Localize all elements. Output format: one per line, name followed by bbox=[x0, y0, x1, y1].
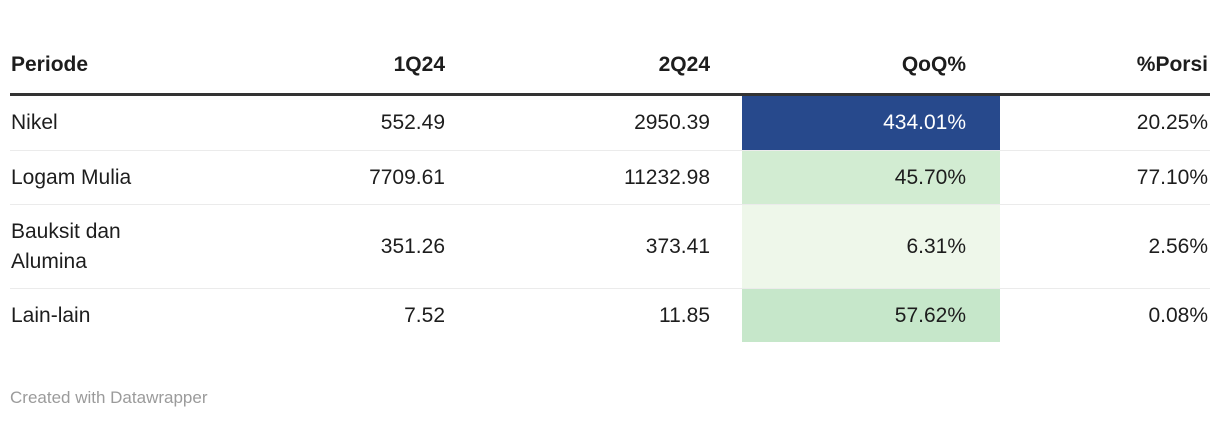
cell-qoq-heatmap: 57.62% bbox=[742, 287, 1000, 343]
cell-periode: Lain-lain bbox=[10, 287, 242, 343]
cell-porsi: 77.10% bbox=[1000, 149, 1210, 205]
datawrapper-table-widget: Periode 1Q24 2Q24 QoQ% %Porsi Nikel 552.… bbox=[0, 36, 1220, 424]
cell-periode: Nikel bbox=[11, 111, 58, 135]
cell-1q24: 7.52 bbox=[242, 287, 445, 343]
table-row-nikel: Nikel 552.49 2950.39 434.01% 20.25% bbox=[10, 94, 1210, 151]
cell-porsi: 2.56% bbox=[1000, 204, 1210, 289]
header-row: Periode 1Q24 2Q24 QoQ% %Porsi bbox=[10, 36, 1210, 97]
col-header-1q24: 1Q24 bbox=[242, 36, 445, 97]
cell-2q24: 11.85 bbox=[445, 287, 742, 343]
cell-qoq-heatmap: 45.70% bbox=[742, 149, 1000, 205]
attribution: Created with Datawrapper bbox=[10, 388, 1210, 408]
cell-qoq-heatmap: 6.31% bbox=[742, 204, 1000, 289]
table-body: Nikel 552.49 2950.39 434.01% 20.25% Loga… bbox=[10, 94, 1210, 343]
cell-porsi: 0.08% bbox=[1000, 287, 1210, 343]
col-header-qoq: QoQ% bbox=[742, 36, 1000, 97]
col-header-periode: Periode bbox=[10, 36, 242, 97]
cell-1q24: 7709.61 bbox=[242, 149, 445, 205]
table-header: Periode 1Q24 2Q24 QoQ% %Porsi bbox=[10, 36, 1210, 97]
col-header-2q24: 2Q24 bbox=[445, 36, 742, 97]
cell-porsi: 20.25% bbox=[1136, 111, 1208, 135]
col-header-porsi: %Porsi bbox=[1000, 36, 1210, 97]
table-row-bauksit-dan-alumina: Bauksit dan Alumina 351.26 373.41 6.31% … bbox=[10, 204, 1210, 289]
data-table: Periode 1Q24 2Q24 QoQ% %Porsi Nikel 552.… bbox=[10, 36, 1210, 343]
table-row-logam-mulia: Logam Mulia 7709.61 11232.98 45.70% 77.1… bbox=[10, 149, 1210, 205]
cell-periode: Logam Mulia bbox=[10, 149, 242, 205]
cell-1q24: 552.49 bbox=[380, 111, 445, 135]
cell-periode: Bauksit dan Alumina bbox=[10, 204, 242, 289]
cell-2q24: 11232.98 bbox=[445, 149, 742, 205]
table-row-lain-lain: Lain-lain 7.52 11.85 57.62% 0.08% bbox=[10, 287, 1210, 343]
cell-2q24: 373.41 bbox=[445, 204, 742, 289]
cell-qoq-heatmap: 434.01% bbox=[742, 94, 1000, 151]
cell-2q24: 2950.39 bbox=[634, 111, 710, 135]
attribution-link[interactable]: Created with Datawrapper bbox=[10, 388, 208, 408]
cell-1q24: 351.26 bbox=[242, 204, 445, 289]
